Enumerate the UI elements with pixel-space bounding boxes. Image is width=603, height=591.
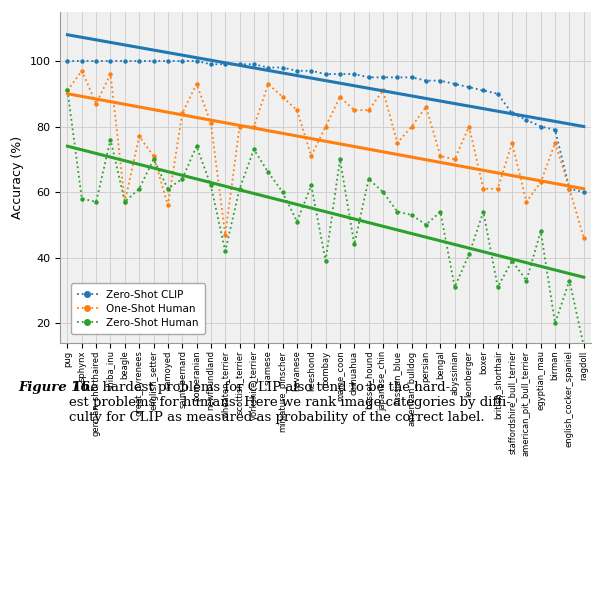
Text: Figure 16.: Figure 16.: [18, 381, 95, 394]
Text: The hardest problems for CLIP also tend to be the hard-
est problems for humans.: The hardest problems for CLIP also tend …: [69, 381, 511, 424]
Legend: Zero-Shot CLIP, One-Shot Human, Zero-Shot Human: Zero-Shot CLIP, One-Shot Human, Zero-Sho…: [71, 284, 205, 335]
Y-axis label: Accuracy (%): Accuracy (%): [11, 136, 24, 219]
